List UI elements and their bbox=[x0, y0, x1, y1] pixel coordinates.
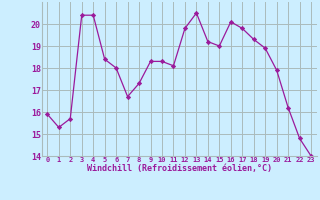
X-axis label: Windchill (Refroidissement éolien,°C): Windchill (Refroidissement éolien,°C) bbox=[87, 164, 272, 173]
